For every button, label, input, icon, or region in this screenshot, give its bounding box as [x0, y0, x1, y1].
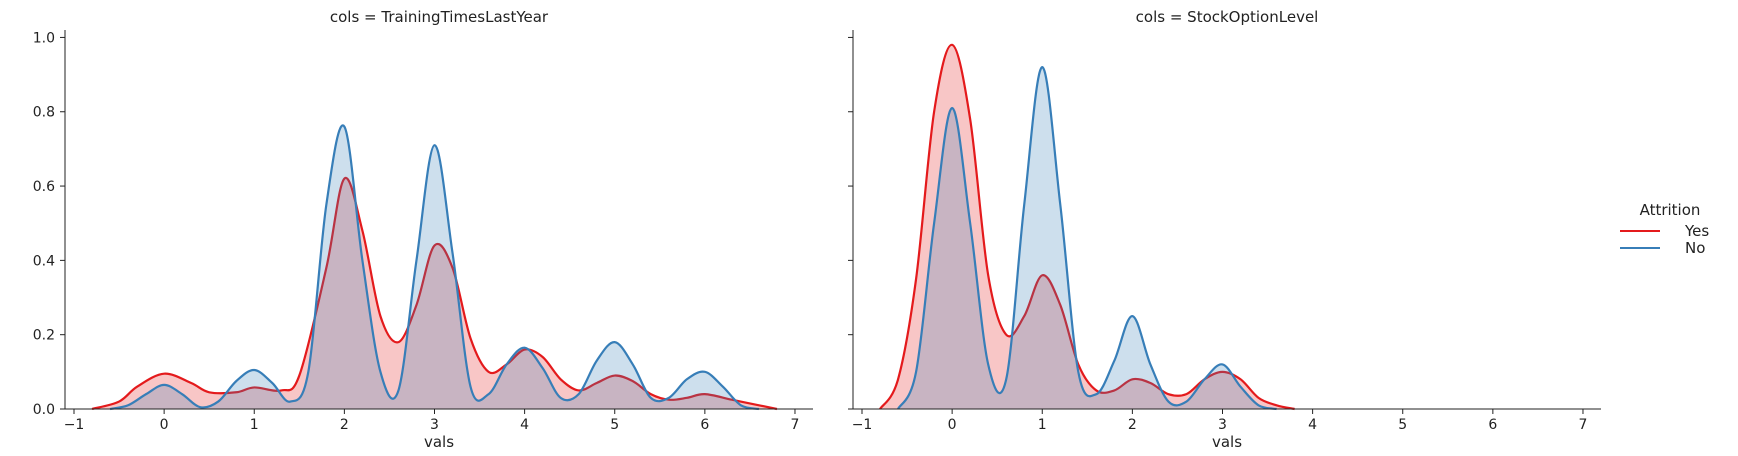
y-tick-label: 0.0	[33, 402, 55, 418]
y-tick-label: 0.2	[33, 328, 55, 344]
x-tick-label: 3	[1218, 417, 1227, 433]
facet-panel-2: cols = StockOptionLevel −1 0 1 2 3 4 5 6 7 vals	[848, 8, 1601, 451]
density-fill-yes	[880, 44, 1295, 410]
x-tick-label: 7	[1579, 417, 1588, 433]
legend-label-no: No	[1685, 239, 1705, 257]
y-tick-label: 0.4	[33, 253, 55, 269]
y-tick-label: 0.8	[33, 105, 55, 121]
panel-title: cols = TrainingTimesLastYear	[330, 8, 549, 26]
x-tick-label: 3	[430, 417, 439, 433]
x-tick-label: −1	[64, 417, 85, 433]
facet-panel-1: cols = TrainingTimesLastYear −1 0 1 2 3 4 5 6 7 0.…	[33, 8, 813, 451]
density-fill-no	[110, 125, 759, 409]
x-tick-label: 1	[1038, 417, 1047, 433]
density-line-no	[897, 66, 1277, 411]
x-tick-label: 1	[250, 417, 259, 433]
density-line-no	[109, 124, 760, 411]
x-axis-label: vals	[424, 433, 454, 451]
x-tick-label: 7	[791, 417, 800, 433]
x-tick-label: 2	[340, 417, 349, 433]
x-tick-label: 2	[1128, 417, 1137, 433]
panel-title: cols = StockOptionLevel	[1136, 8, 1319, 26]
x-tick-label: 6	[1488, 417, 1497, 433]
x-tick-label: 5	[1398, 417, 1407, 433]
density-line-yes	[91, 176, 778, 411]
x-tick-label: 4	[520, 417, 529, 433]
x-tick-label: 5	[610, 417, 619, 433]
x-tick-label: 0	[160, 417, 169, 433]
density-fill-no	[898, 67, 1277, 409]
legend-label-yes: Yes	[1684, 222, 1709, 240]
legend-title: Attrition	[1640, 201, 1701, 219]
y-tick-label: 0.6	[33, 179, 55, 195]
density-fill-yes	[92, 177, 777, 409]
x-axis-label: vals	[1212, 433, 1242, 451]
legend: Attrition Yes No	[1620, 201, 1709, 257]
x-tick-label: 6	[700, 417, 709, 433]
x-tick-label: 4	[1308, 417, 1317, 433]
x-tick-label: 0	[948, 417, 957, 433]
x-tick-label: −1	[852, 417, 873, 433]
y-tick-label: 1.0	[33, 30, 55, 46]
